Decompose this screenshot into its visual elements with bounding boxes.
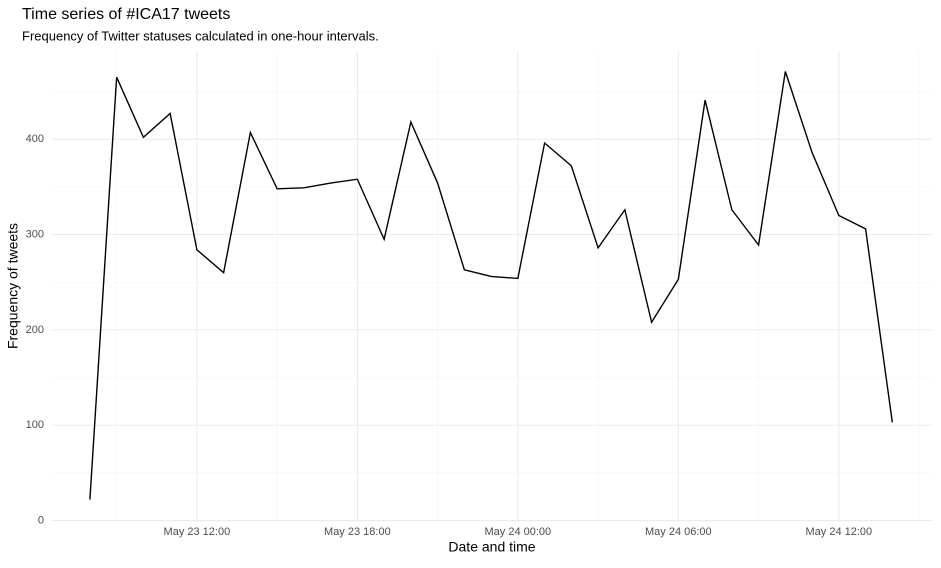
y-axis-title: Frequency of tweets <box>5 223 21 349</box>
x-tick-label: May 23 18:00 <box>324 526 391 538</box>
chart-subtitle: Frequency of Twitter statuses calculated… <box>22 28 379 43</box>
x-tick-label: May 23 12:00 <box>164 526 231 538</box>
y-tick-label: 0 <box>38 514 44 526</box>
x-tick-label: May 24 12:00 <box>806 526 873 538</box>
line <box>89 71 894 500</box>
y-tick-label: 300 <box>26 228 44 240</box>
x-tick-label: May 24 00:00 <box>485 526 552 538</box>
chart-title: Time series of #ICA17 tweets <box>22 6 230 23</box>
y-tick-label: 400 <box>26 133 44 145</box>
x-axis-title: Date and time <box>448 539 535 555</box>
x-tick-label: May 24 06:00 <box>645 526 712 538</box>
y-tick-label: 200 <box>26 324 44 336</box>
y-tick-label: 100 <box>26 419 44 431</box>
